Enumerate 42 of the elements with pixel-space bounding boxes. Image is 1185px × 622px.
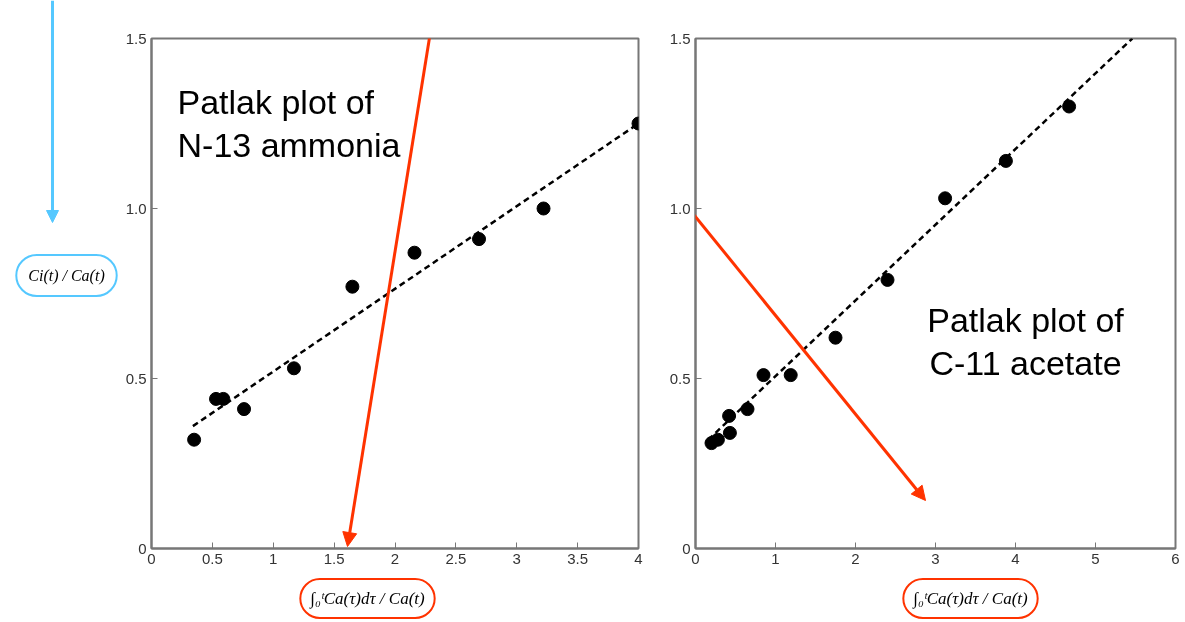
point: [756, 368, 771, 383]
x-tick-label: 2: [390, 549, 400, 567]
point: [237, 402, 252, 417]
y-axis-title: Ci(t) / Ca(t): [28, 267, 105, 285]
x-tick-label: 3: [931, 549, 940, 567]
x-tick-label: 4: [634, 549, 643, 567]
x-tick-label: 2: [851, 549, 860, 567]
point: [1062, 99, 1077, 114]
x-axis-title: ∫₀ᵗCa(τ)dτ / Ca(t): [912, 589, 1029, 609]
point: [783, 368, 798, 383]
x-tick-label: 0.5: [201, 549, 223, 567]
x-tick-label: 4: [1011, 549, 1020, 567]
point: [740, 402, 755, 417]
x-tick-label: 2.5: [445, 549, 467, 567]
point: [472, 232, 487, 247]
point: [710, 432, 725, 447]
y-tick-label: 0.5: [669, 369, 691, 387]
annotation: Patlak plot of C-11 acetate: [927, 300, 1125, 383]
point: [722, 408, 737, 423]
x-axis-title: ∫₀ᵗCa(τ)dτ / Ca(t): [309, 589, 426, 609]
x-tick-label: 1: [269, 549, 278, 567]
point: [187, 432, 202, 447]
y-tick-label: 1.5: [669, 29, 691, 47]
y-tick-label: 1.5: [125, 29, 147, 47]
x-tick-label: 3: [512, 549, 521, 567]
y-tick-label: 1.0: [125, 199, 147, 217]
annotation: Patlak plot of N-13 ammonia: [177, 82, 401, 165]
point: [828, 330, 843, 345]
x-tick-label: 5: [1091, 549, 1100, 567]
y-tick-label: 0.5: [125, 369, 147, 387]
point: [722, 425, 737, 440]
point: [407, 245, 422, 260]
point: [345, 279, 360, 294]
point: [880, 272, 895, 287]
point: [938, 191, 953, 206]
point: [286, 361, 301, 376]
x-tick-label: 1: [771, 549, 780, 567]
x-tick-label: 3.5: [567, 549, 589, 567]
point: [536, 201, 551, 216]
x-tick-label: 1.5: [323, 549, 345, 567]
y-tick-label: 1.0: [669, 199, 691, 217]
x-tick-label: 6: [1171, 549, 1180, 567]
